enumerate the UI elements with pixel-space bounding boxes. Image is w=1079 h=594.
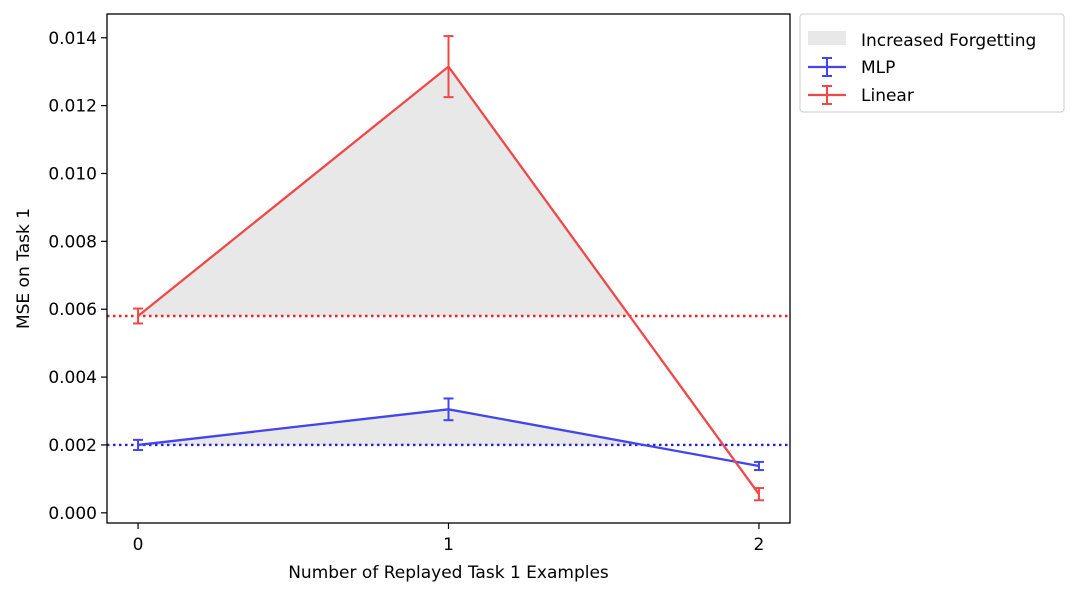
fill-region-linear	[138, 66, 630, 317]
x-tick-label: 1	[443, 535, 454, 555]
fill-region-mlp	[138, 409, 644, 445]
legend-entry-mlp: MLP	[861, 58, 895, 78]
error-bars	[133, 35, 764, 502]
x-tick-label: 2	[754, 535, 765, 555]
x-tick-label: 0	[133, 535, 144, 555]
legend-box	[799, 13, 1065, 113]
error-bar-mlp-2	[753, 460, 764, 472]
error-bar-linear-2	[753, 487, 764, 502]
y-tick-label: 0.004	[48, 368, 97, 388]
legend-entry-increased-forgetting: Increased Forgetting	[861, 31, 1036, 51]
y-tick-label: 0.006	[48, 300, 97, 320]
legend-fill-swatch	[808, 31, 846, 45]
legend-entry-linear: Linear	[861, 86, 914, 106]
x-axis: 0 1 2	[133, 523, 765, 555]
y-tick-label: 0.014	[48, 29, 97, 49]
legend: Increased Forgetting MLP Linear	[799, 13, 1065, 113]
y-axis: 0.000 0.002 0.004 0.006 0.008 0.010 0.012 0.014	[48, 29, 107, 524]
y-tick-label: 0.000	[48, 504, 97, 524]
y-tick-label: 0.002	[48, 436, 97, 456]
y-tick-label: 0.012	[48, 97, 97, 117]
x-axis-label: Number of Replayed Task 1 Examples	[288, 563, 609, 583]
legend-marker-linear	[808, 85, 846, 105]
y-axis-label: MSE on Task 1	[14, 208, 34, 329]
error-bar-mlp-1	[443, 397, 454, 422]
y-tick-label: 0.008	[48, 232, 97, 252]
legend-marker-mlp	[808, 57, 846, 77]
error-bar-mlp-0	[133, 438, 144, 452]
error-bar-linear-0	[133, 307, 144, 325]
forgetting-fill-regions	[138, 66, 644, 445]
error-bar-linear-1	[443, 35, 454, 99]
y-tick-label: 0.010	[48, 164, 97, 184]
